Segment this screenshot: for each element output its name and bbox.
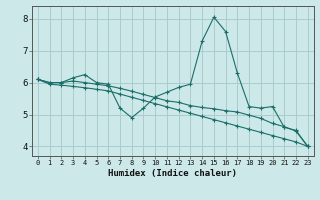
X-axis label: Humidex (Indice chaleur): Humidex (Indice chaleur)	[108, 169, 237, 178]
